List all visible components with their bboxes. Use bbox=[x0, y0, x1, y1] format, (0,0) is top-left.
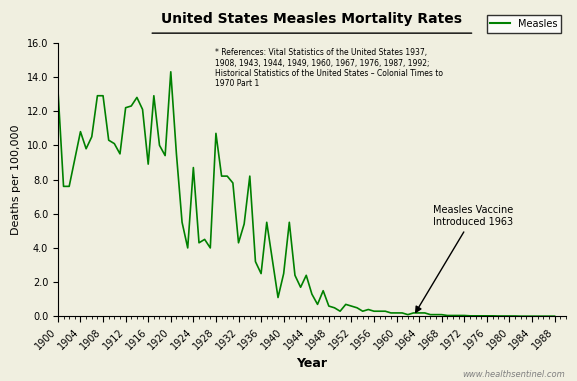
X-axis label: Year: Year bbox=[297, 357, 327, 370]
Measles bbox=[551, 314, 558, 319]
Measles bbox=[54, 86, 61, 91]
Measles bbox=[156, 143, 163, 147]
Measles bbox=[314, 302, 321, 307]
Text: * References: Vital Statistics of the United States 1937,
1908, 1943, 1944, 1949: * References: Vital Statistics of the Un… bbox=[215, 48, 443, 88]
Legend: Measles: Measles bbox=[486, 15, 561, 32]
Measles bbox=[105, 138, 112, 142]
Measles bbox=[252, 259, 259, 264]
Text: www.healthsentinel.com: www.healthsentinel.com bbox=[463, 370, 565, 379]
Line: Measles: Measles bbox=[58, 72, 554, 316]
Measles bbox=[517, 314, 524, 319]
Text: Measles Vaccine
Introduced 1963: Measles Vaccine Introduced 1963 bbox=[415, 205, 514, 312]
Measles bbox=[117, 152, 123, 156]
Y-axis label: Deaths per 100,000: Deaths per 100,000 bbox=[11, 124, 21, 235]
Text: United States Measles Mortality Rates: United States Measles Mortality Rates bbox=[162, 12, 462, 26]
Measles bbox=[500, 314, 507, 318]
Measles bbox=[167, 69, 174, 74]
